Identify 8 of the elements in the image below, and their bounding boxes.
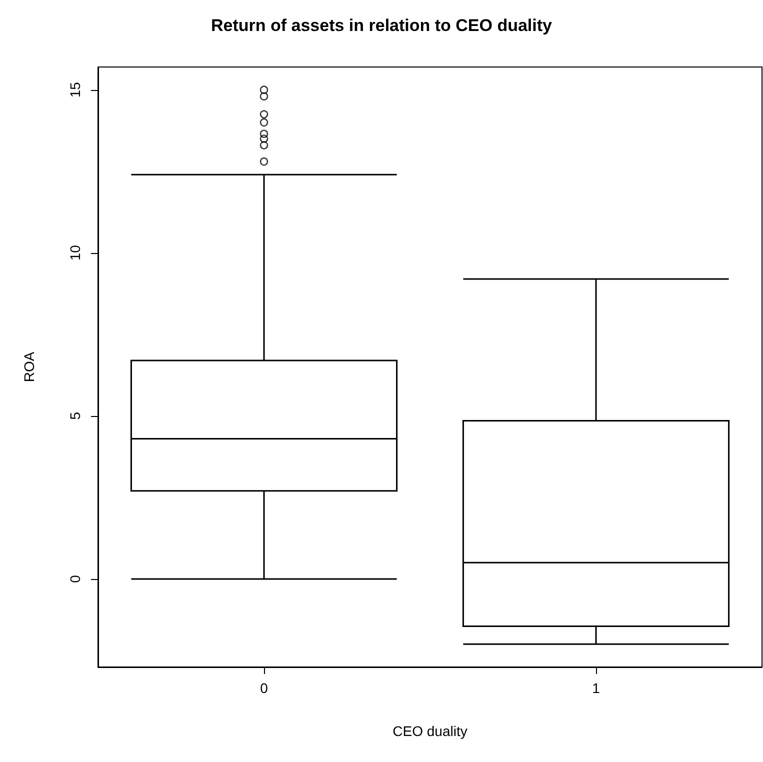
x-axis-title: CEO duality bbox=[392, 723, 468, 739]
y-tick-label: 5 bbox=[67, 412, 83, 420]
y-tick-label: 15 bbox=[67, 82, 83, 98]
x-tick-label: 1 bbox=[592, 680, 600, 696]
y-axis-title: ROA bbox=[21, 351, 37, 382]
y-tick-label: 0 bbox=[67, 574, 83, 583]
chart-title: Return of assets in relation to CEO duality bbox=[211, 16, 553, 35]
y-tick-label: 10 bbox=[67, 244, 83, 261]
